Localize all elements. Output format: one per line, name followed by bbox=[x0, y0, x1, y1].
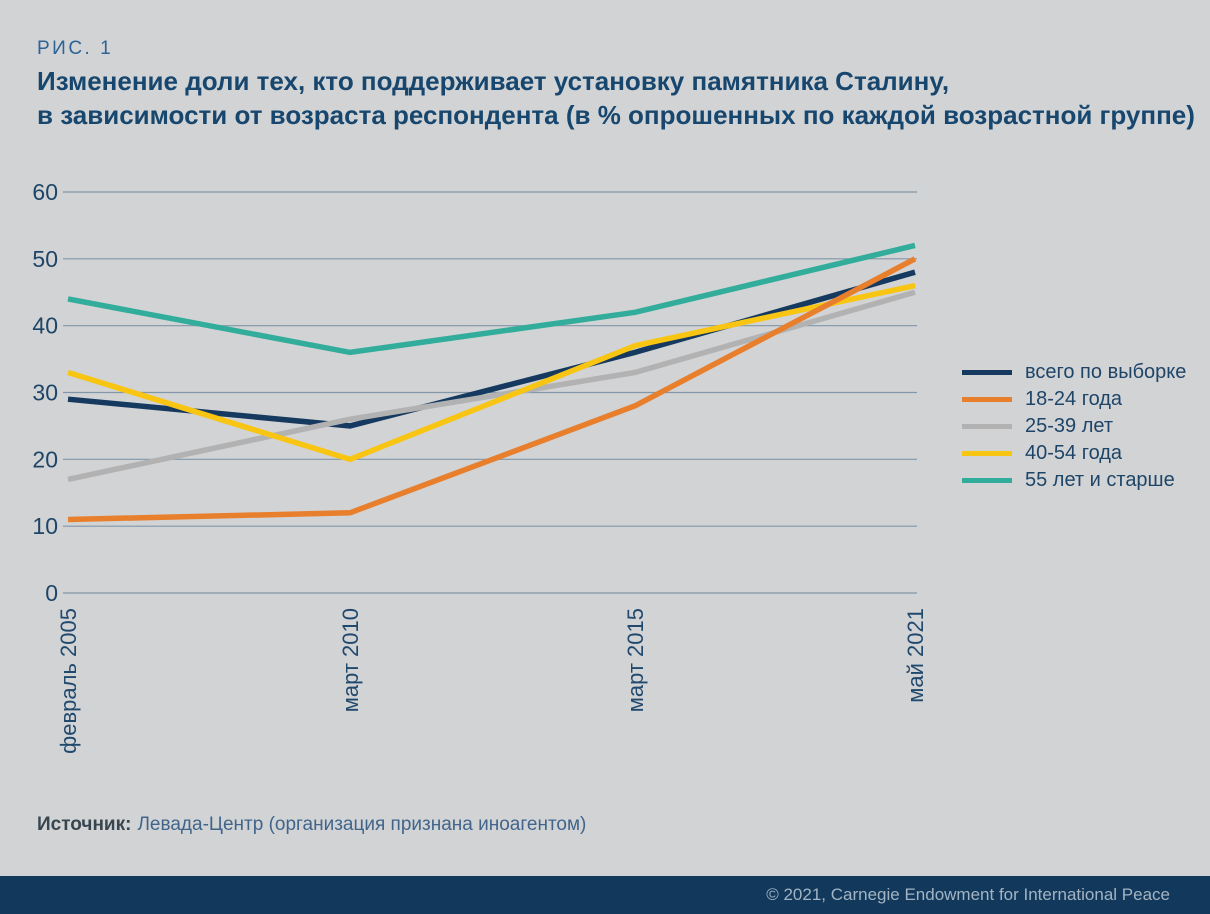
legend-label: 55 лет и старше bbox=[1025, 469, 1175, 491]
y-axis-tick-label: 30 bbox=[32, 380, 58, 406]
legend-label: 25-39 лет bbox=[1025, 415, 1113, 437]
legend-label: 40-54 года bbox=[1025, 442, 1123, 464]
source-label: Источник: bbox=[37, 814, 132, 835]
legend-item: 40-54 года bbox=[962, 440, 1186, 467]
legend-swatch bbox=[962, 478, 1012, 483]
y-axis-tick-label: 60 bbox=[32, 179, 58, 205]
legend-swatch bbox=[962, 397, 1012, 402]
legend-item: 25-39 лет bbox=[962, 413, 1186, 440]
x-axis-tick-label: февраль 2005 bbox=[56, 608, 81, 754]
title-line-2: в зависимости от возраста респондента (в… bbox=[37, 100, 1195, 130]
series-line bbox=[67, 269, 916, 429]
legend-swatch bbox=[962, 424, 1012, 429]
x-axis-tick-label: май 2021 bbox=[903, 608, 928, 703]
y-axis-tick-label: 0 bbox=[45, 580, 58, 606]
title-line-1: Изменение доли тех, кто поддерживает уст… bbox=[37, 66, 950, 96]
y-axis-tick-label: 10 bbox=[32, 513, 58, 539]
source-text: Левада-Центр (организация признана иноаг… bbox=[137, 814, 587, 835]
footer-bar: © 2021, Carnegie Endowment for Internati… bbox=[0, 876, 1210, 914]
series-line bbox=[67, 242, 916, 356]
legend-item: всего по выборке bbox=[962, 359, 1186, 386]
series-line bbox=[67, 282, 916, 463]
chart-legend: всего по выборке 18-24 года 25-39 лет 40-54… bbox=[962, 359, 1186, 494]
x-axis-tick-label: март 2015 bbox=[623, 608, 648, 712]
y-axis-tick-label: 20 bbox=[32, 446, 58, 472]
legend-label: всего по выборке bbox=[1025, 361, 1187, 383]
figure-label: РИС. 1 bbox=[37, 38, 114, 59]
legend-label: 18-24 года bbox=[1025, 388, 1123, 410]
y-axis-tick-label: 40 bbox=[32, 313, 58, 339]
legend-item: 55 лет и старше bbox=[962, 467, 1186, 494]
legend-swatch bbox=[962, 451, 1012, 456]
x-axis-tick-label: март 2010 bbox=[338, 608, 363, 712]
copyright-text: © 2021, Carnegie Endowment for Internati… bbox=[766, 885, 1170, 904]
y-axis-tick-label: 50 bbox=[32, 246, 58, 272]
legend-swatch bbox=[962, 370, 1012, 375]
legend-item: 18-24 года bbox=[962, 386, 1186, 413]
source-note: Источник: Левада-Центр (организация призн… bbox=[37, 814, 586, 836]
series-line bbox=[67, 256, 917, 523]
figure-title: Изменение доли тех, кто поддерживает уст… bbox=[37, 64, 1195, 132]
